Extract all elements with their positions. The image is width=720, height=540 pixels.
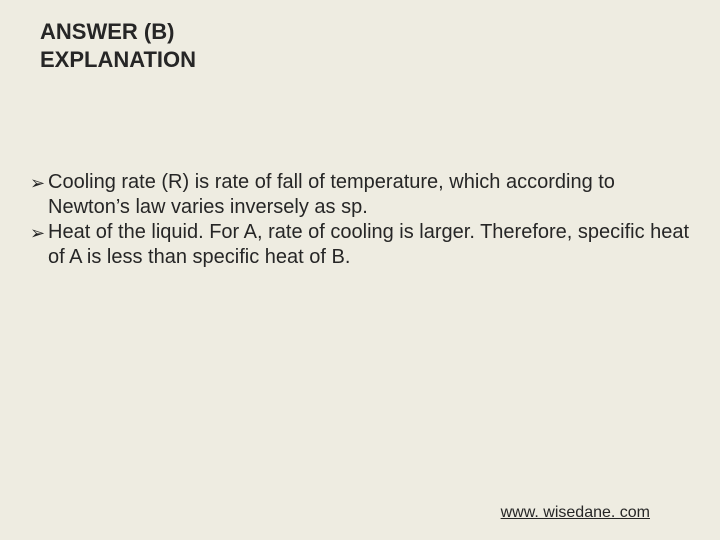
list-item: ➢ Heat of the liquid. For A, rate of coo… [30, 220, 690, 270]
bullet-marker-icon: ➢ [30, 170, 48, 195]
title-line-1: ANSWER (B) [40, 18, 196, 46]
slide-body: ➢ Cooling rate (R) is rate of fall of te… [30, 170, 690, 270]
title-line-2: EXPLANATION [40, 46, 196, 74]
list-item: ➢ Cooling rate (R) is rate of fall of te… [30, 170, 690, 220]
bullet-text: Cooling rate (R) is rate of fall of temp… [48, 170, 690, 220]
slide: ANSWER (B) EXPLANATION ➢ Cooling rate (R… [0, 0, 720, 540]
slide-title: ANSWER (B) EXPLANATION [40, 18, 196, 73]
footer-link[interactable]: www. wisedane. com [501, 504, 650, 522]
bullet-text: Heat of the liquid. For A, rate of cooli… [48, 220, 690, 270]
bullet-marker-icon: ➢ [30, 220, 48, 245]
